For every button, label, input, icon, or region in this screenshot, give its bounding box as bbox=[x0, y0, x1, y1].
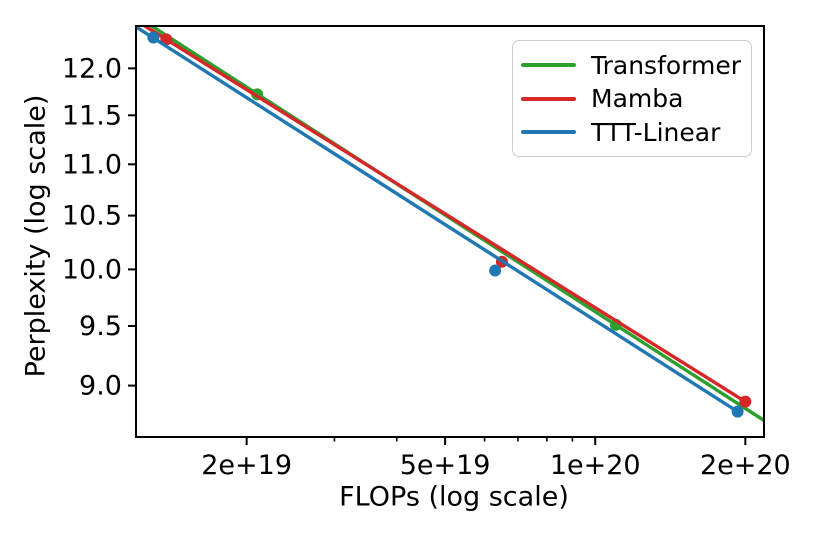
data-point-ttt-linear bbox=[147, 31, 160, 44]
y-tick-label: 11.0 bbox=[62, 149, 122, 180]
legend-label-transformer: Transformer bbox=[591, 50, 742, 80]
x-tick-label: 1e+20 bbox=[550, 450, 641, 481]
transformer-line-swatch bbox=[521, 63, 576, 67]
x-axis-label: FLOPs (log scale) bbox=[339, 481, 569, 513]
ttt-linear-line-swatch bbox=[521, 130, 576, 134]
legend-item-mamba: Mamba bbox=[521, 86, 747, 111]
data-point-mamba bbox=[739, 395, 752, 408]
legend-item-ttt-linear: TTT-Linear bbox=[521, 120, 747, 145]
legend-item-transformer: Transformer bbox=[521, 53, 747, 78]
y-tick-label: 10.0 bbox=[62, 254, 122, 285]
y-axis-ticks: 12.0 11.5 11.0 10.5 10.0 9.5 9.0 bbox=[62, 53, 136, 402]
y-axis-label: Perplexity (log scale) bbox=[20, 94, 52, 378]
x-tick-label: 2e+19 bbox=[201, 450, 292, 481]
plot-area bbox=[136, 26, 764, 423]
x-tick-label: 5e+19 bbox=[400, 450, 491, 481]
y-tick-label: 11.5 bbox=[62, 100, 122, 131]
data-point-ttt-linear bbox=[731, 405, 744, 418]
legend-label-ttt-linear: TTT-Linear bbox=[591, 117, 721, 147]
mamba-line-swatch bbox=[521, 96, 576, 101]
y-tick-label: 12.0 bbox=[62, 53, 122, 84]
data-point-ttt-linear bbox=[489, 264, 502, 277]
series-line-ttt-linear bbox=[136, 26, 740, 414]
x-axis-ticks: 2e+19 5e+19 1e+20 2e+20 bbox=[201, 437, 791, 481]
legend: Transformer Mamba TTT-Linear bbox=[512, 40, 752, 157]
axes-spines bbox=[135, 25, 765, 438]
y-tick-label: 9.5 bbox=[79, 311, 122, 342]
x-tick-label: 2e+20 bbox=[700, 450, 791, 481]
series-line-mamba bbox=[143, 26, 748, 404]
y-tick-label: 9.0 bbox=[79, 371, 122, 402]
legend-label-mamba: Mamba bbox=[591, 84, 684, 113]
y-tick-label: 10.5 bbox=[62, 201, 122, 232]
